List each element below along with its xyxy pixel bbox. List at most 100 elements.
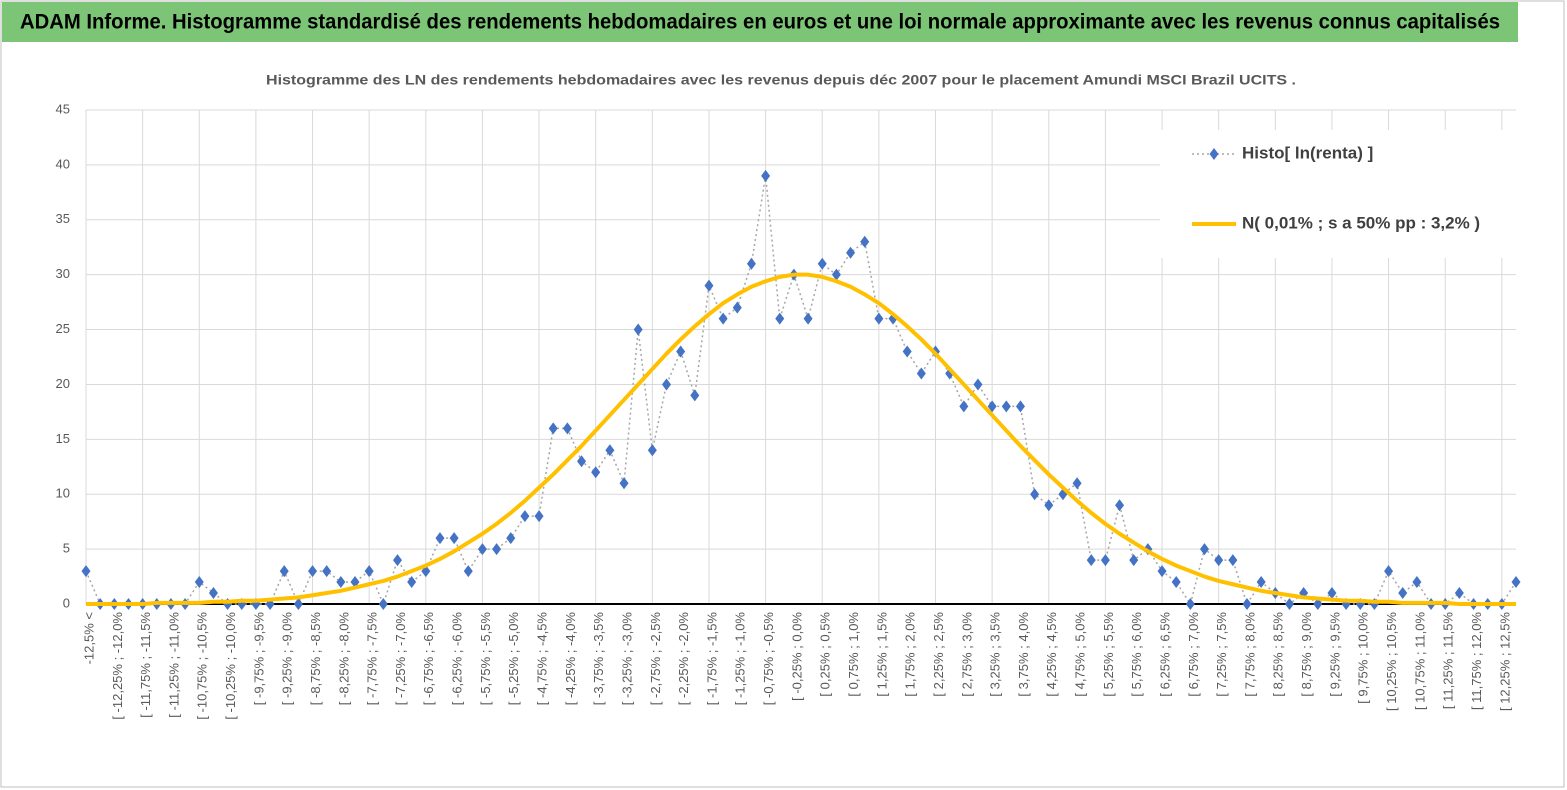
x-tick-label: [ -0,25% ; 0,0% <box>789 612 804 701</box>
x-tick-label: [ 9,75% ; 10,0% <box>1356 612 1371 704</box>
data-point <box>1157 565 1167 578</box>
x-tick-label: [ 9,25% ; 9,5% <box>1327 612 1342 697</box>
data-point <box>308 565 318 578</box>
data-point <box>477 543 487 556</box>
data-point <box>336 576 346 589</box>
x-tick-label: [ -2,25% ; -2,0% <box>676 612 691 706</box>
legend-box <box>1160 130 1520 258</box>
data-point <box>1412 576 1422 589</box>
y-tick-label: 30 <box>56 266 70 281</box>
y-tick-label: 20 <box>56 376 70 391</box>
x-tick-label: [ 4,25% ; 4,5% <box>1044 612 1059 697</box>
x-tick-label: [ 1,75% ; 2,0% <box>903 612 918 697</box>
y-tick-label: 5 <box>63 541 70 556</box>
data-point <box>322 565 332 578</box>
x-tick-label: [ -5,75% ; -5,5% <box>478 612 493 706</box>
x-tick-label: [ -6,25% ; -6,0% <box>450 612 465 706</box>
x-tick-label: [ -12,25% ; -12,0% <box>110 612 125 720</box>
x-tick-label: [ 2,75% ; 3,0% <box>959 612 974 697</box>
x-tick-label: -12,5% < <box>81 612 96 664</box>
x-tick-label: [ 3,75% ; 4,0% <box>1016 612 1031 697</box>
x-tick-label: [ -9,25% ; -9,0% <box>280 612 295 706</box>
data-point <box>619 477 629 490</box>
x-tick-label: [ 8,25% ; 8,5% <box>1271 612 1286 697</box>
data-point <box>208 587 218 600</box>
data-point <box>1015 400 1025 413</box>
data-point <box>1242 598 1252 610</box>
data-point <box>647 444 657 457</box>
data-point <box>1129 554 1139 567</box>
x-tick-label: [ 5,75% ; 6,0% <box>1129 612 1144 697</box>
data-point <box>676 345 686 358</box>
x-tick-label: [ -2,75% ; -2,5% <box>648 612 663 706</box>
data-point <box>293 598 303 610</box>
data-point <box>1511 576 1521 589</box>
data-point <box>449 532 459 545</box>
data-point <box>959 400 969 413</box>
x-tick-label: [ -8,25% ; -8,0% <box>336 612 351 706</box>
x-tick-label: [ 11,25% ; 11,5% <box>1441 612 1456 710</box>
data-point <box>1030 488 1040 501</box>
x-tick-label: [ 3,25% ; 3,5% <box>988 612 1003 697</box>
x-tick-label: [ -3,25% ; -3,0% <box>619 612 634 706</box>
x-tick-label: [ -9,75% ; -9,5% <box>251 612 266 706</box>
x-tick-label: [ -0,75% ; -0,5% <box>761 612 776 706</box>
x-tick-label: [ -10,75% ; -10,5% <box>195 612 210 720</box>
x-tick-label: [ -3,75% ; -3,5% <box>591 612 606 706</box>
x-tick-label: [ -8,75% ; -8,5% <box>308 612 323 706</box>
data-point <box>520 510 530 523</box>
x-tick-label: [ -11,25% ; -11,0% <box>166 612 181 718</box>
data-point <box>746 257 756 270</box>
x-tick-label: [ -1,25% ; -1,0% <box>733 612 748 706</box>
data-point <box>1313 598 1323 610</box>
data-point <box>1454 587 1464 600</box>
data-point <box>492 543 502 556</box>
data-point <box>1200 543 1210 556</box>
x-tick-label: [ -1,75% ; -1,5% <box>704 612 719 706</box>
x-tick-label: [ 7,25% ; 7,5% <box>1214 612 1229 697</box>
x-tick-label: [ 6,25% ; 6,5% <box>1157 612 1172 697</box>
y-tick-label: 45 <box>56 101 70 116</box>
data-point <box>817 257 827 270</box>
x-tick-label: [ 11,75% ; 12,0% <box>1469 612 1484 710</box>
x-tick-label: [ 8,75% ; 9,0% <box>1299 612 1314 697</box>
data-point <box>1086 554 1096 567</box>
x-tick-label: [ -11,75% ; -11,5% <box>138 612 153 718</box>
data-point <box>973 378 983 391</box>
data-point <box>874 312 884 325</box>
x-tick-label: [ -6,75% ; -6,5% <box>421 612 436 706</box>
data-point <box>732 301 742 314</box>
data-point <box>1228 554 1238 567</box>
data-point <box>562 422 572 435</box>
data-point <box>775 312 785 325</box>
x-tick-label: [ 10,25% ; 10,5% <box>1384 612 1399 711</box>
x-tick-label: [ -10,25% ; -10,0% <box>223 612 238 720</box>
series-line <box>86 272 1516 606</box>
data-point <box>548 422 558 435</box>
data-point <box>1171 576 1181 589</box>
data-point <box>718 312 728 325</box>
data-point <box>534 510 544 523</box>
data-point <box>506 532 516 545</box>
data-point <box>761 169 771 182</box>
x-tick-label: [ 4,75% ; 5,0% <box>1073 612 1088 697</box>
data-point <box>463 565 473 578</box>
x-tick-label: [ -4,75% ; -4,5% <box>535 612 550 706</box>
data-point <box>661 378 671 391</box>
y-tick-label: 40 <box>56 156 70 171</box>
data-point <box>1115 499 1125 512</box>
y-tick-label: 0 <box>63 595 70 610</box>
data-point <box>803 312 813 325</box>
data-point <box>407 576 417 589</box>
data-point <box>591 466 601 479</box>
data-point <box>987 400 997 413</box>
data-point <box>378 598 388 610</box>
data-point <box>279 565 289 578</box>
data-point <box>1044 499 1054 512</box>
title-bar <box>2 2 1518 42</box>
y-tick-label: 15 <box>56 431 70 446</box>
x-tick-label: [ 5,25% ; 5,5% <box>1101 612 1116 697</box>
data-point <box>392 554 402 567</box>
